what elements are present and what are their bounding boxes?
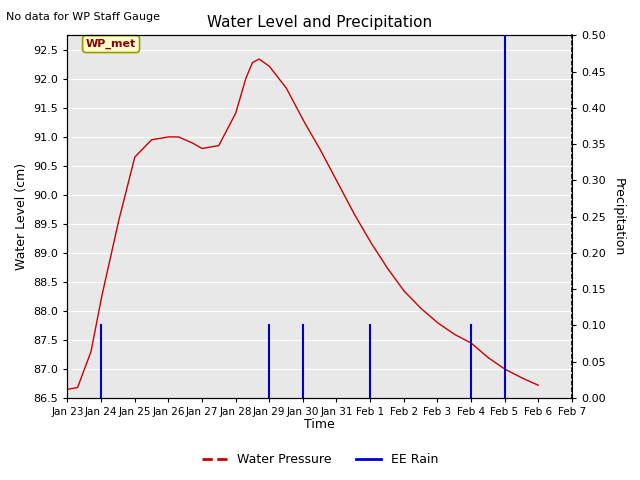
X-axis label: Time: Time	[304, 419, 335, 432]
Legend: Water Pressure, EE Rain: Water Pressure, EE Rain	[196, 448, 444, 471]
Title: Water Level and Precipitation: Water Level and Precipitation	[207, 15, 432, 30]
Text: WP_met: WP_met	[86, 39, 136, 49]
Y-axis label: Water Level (cm): Water Level (cm)	[15, 163, 28, 270]
Y-axis label: Precipitation: Precipitation	[612, 178, 625, 256]
Text: No data for WP Staff Gauge: No data for WP Staff Gauge	[6, 12, 161, 22]
